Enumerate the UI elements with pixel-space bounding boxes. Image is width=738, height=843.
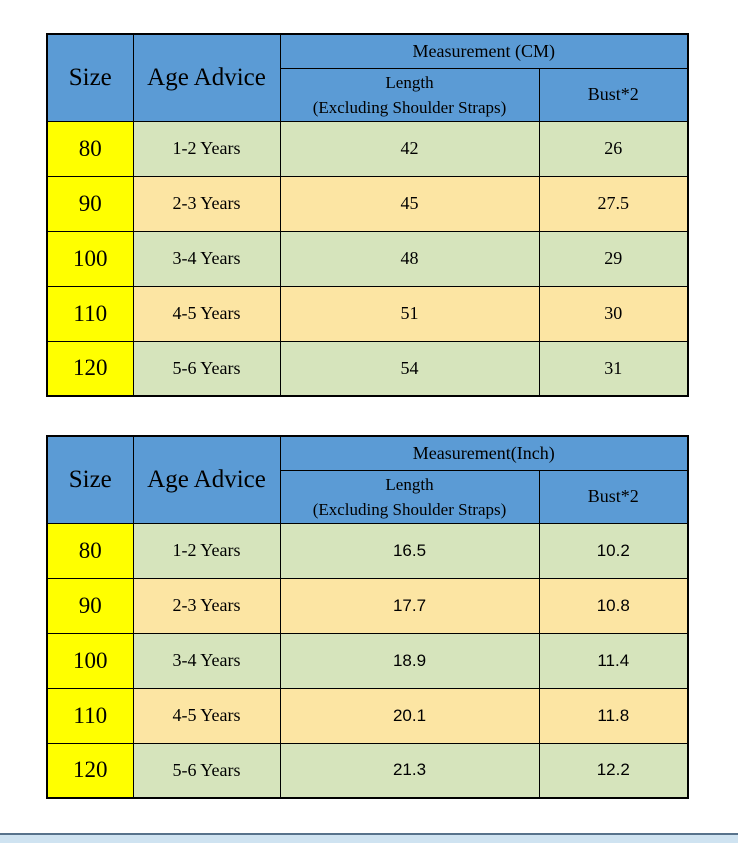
- size-chart-table-cm: Size Age Advice Measurement (CM) Length …: [46, 33, 689, 397]
- size-cell: 90: [46, 577, 134, 634]
- cm-row-110: 110 4-5 Years 51 30: [46, 285, 689, 342]
- cm-row-120: 120 5-6 Years 54 31: [46, 340, 689, 397]
- size-cell: 110: [46, 687, 134, 744]
- bust-cell: 26: [538, 120, 689, 177]
- length-cell: 42: [279, 120, 540, 177]
- age-cell: 3-4 Years: [132, 632, 281, 689]
- length-cell: 51: [279, 285, 540, 342]
- cm-length-header: Length (Excluding Shoulder Straps): [279, 67, 540, 122]
- size-cell: 120: [46, 742, 134, 799]
- size-chart-table-inch: Size Age Advice Measurement(Inch) Length…: [46, 435, 689, 799]
- length-cell: 48: [279, 230, 540, 287]
- bust-cell: 29: [538, 230, 689, 287]
- size-cell: 80: [46, 522, 134, 579]
- bust-cell: 11.4: [538, 632, 689, 689]
- inch-row-90: 90 2-3 Years 17.7 10.8: [46, 577, 689, 634]
- bust-cell: 10.8: [538, 577, 689, 634]
- size-cell: 90: [46, 175, 134, 232]
- length-cell: 54: [279, 340, 540, 397]
- cm-size-header: Size: [46, 33, 134, 122]
- inch-unit-header: Measurement(Inch): [279, 435, 689, 471]
- age-cell: 2-3 Years: [132, 175, 281, 232]
- cm-row-90: 90 2-3 Years 45 27.5: [46, 175, 689, 232]
- length-cell: 45: [279, 175, 540, 232]
- age-cell: 5-6 Years: [132, 340, 281, 397]
- length-cell: 21.3: [279, 742, 540, 799]
- size-cell: 100: [46, 632, 134, 689]
- cm-age-header: Age Advice: [132, 33, 281, 122]
- size-cell: 120: [46, 340, 134, 397]
- cm-unit-header: Measurement (CM): [279, 33, 689, 69]
- age-cell: 4-5 Years: [132, 285, 281, 342]
- cm-header-row: Size Age Advice Measurement (CM): [46, 33, 689, 122]
- bust-cell: 30: [538, 285, 689, 342]
- bottom-banner-edge: [0, 833, 738, 843]
- inch-row-110: 110 4-5 Years 20.1 11.8: [46, 687, 689, 744]
- age-cell: 4-5 Years: [132, 687, 281, 744]
- age-cell: 1-2 Years: [132, 120, 281, 177]
- inch-length-header-line1: Length: [385, 474, 434, 494]
- cm-bust-header: Bust*2: [538, 67, 689, 122]
- age-cell: 5-6 Years: [132, 742, 281, 799]
- size-cell: 100: [46, 230, 134, 287]
- cm-row-100: 100 3-4 Years 48 29: [46, 230, 689, 287]
- length-cell: 20.1: [279, 687, 540, 744]
- bust-cell: 10.2: [538, 522, 689, 579]
- bust-cell: 11.8: [538, 687, 689, 744]
- inch-row-100: 100 3-4 Years 18.9 11.4: [46, 632, 689, 689]
- bust-cell: 27.5: [538, 175, 689, 232]
- size-cell: 80: [46, 120, 134, 177]
- age-cell: 2-3 Years: [132, 577, 281, 634]
- inch-length-header-line2: (Excluding Shoulder Straps): [312, 499, 507, 519]
- length-cell: 17.7: [279, 577, 540, 634]
- cm-row-80: 80 1-2 Years 42 26: [46, 120, 689, 177]
- inch-age-header: Age Advice: [132, 435, 281, 524]
- bust-cell: 31: [538, 340, 689, 397]
- cm-subheader-row: Length (Excluding Shoulder Straps) Bust*…: [47, 67, 689, 122]
- length-cell: 18.9: [279, 632, 540, 689]
- cm-length-header-line1: Length: [385, 72, 434, 92]
- age-cell: 3-4 Years: [132, 230, 281, 287]
- inch-bust-header: Bust*2: [538, 469, 689, 524]
- inch-row-120: 120 5-6 Years 21.3 12.2: [46, 742, 689, 799]
- length-cell: 16.5: [279, 522, 540, 579]
- inch-size-header: Size: [46, 435, 134, 524]
- inch-row-80: 80 1-2 Years 16.5 10.2: [46, 522, 689, 579]
- inch-length-header: Length (Excluding Shoulder Straps): [279, 469, 540, 524]
- cm-length-header-line2: (Excluding Shoulder Straps): [312, 97, 507, 117]
- size-cell: 110: [46, 285, 134, 342]
- inch-subheader-row: Length (Excluding Shoulder Straps) Bust*…: [47, 469, 689, 524]
- age-cell: 1-2 Years: [132, 522, 281, 579]
- bust-cell: 12.2: [538, 742, 689, 799]
- inch-header-row: Size Age Advice Measurement(Inch): [46, 435, 689, 524]
